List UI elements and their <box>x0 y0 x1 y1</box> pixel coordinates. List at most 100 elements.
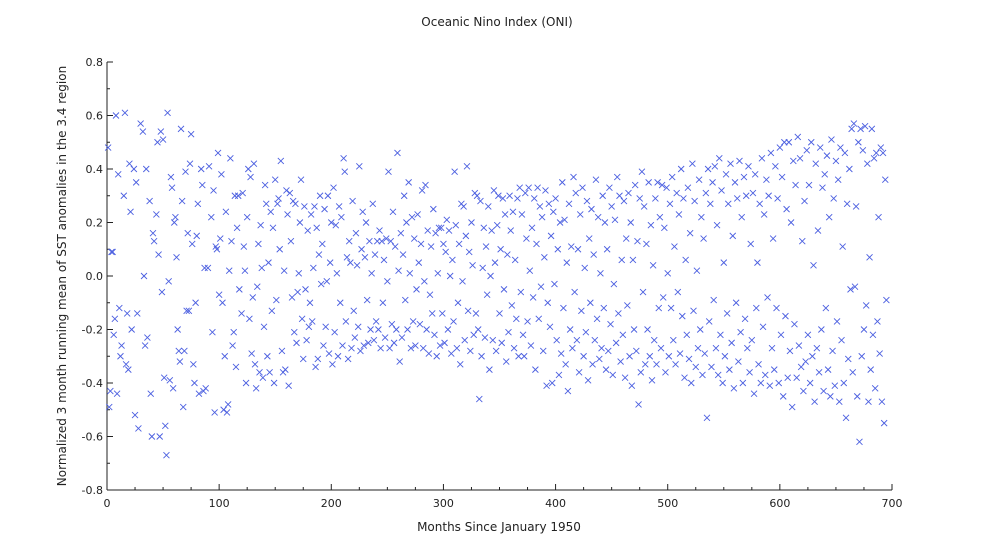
data-point <box>517 288 525 296</box>
data-point <box>570 173 577 181</box>
data-point <box>185 307 193 315</box>
data-point <box>449 256 456 264</box>
data-point <box>534 184 541 192</box>
data-point <box>680 195 687 202</box>
data-point <box>851 283 859 291</box>
data-point <box>786 347 794 355</box>
data-point <box>258 264 266 272</box>
data-point <box>758 154 766 162</box>
data-point <box>741 315 749 323</box>
data-point <box>140 272 148 280</box>
data-point <box>334 352 342 360</box>
data-point <box>240 243 248 250</box>
data-point <box>492 347 500 355</box>
data-point <box>667 304 675 312</box>
data-point <box>604 347 612 355</box>
data-point <box>127 208 134 216</box>
data-point <box>652 195 659 202</box>
data-point <box>521 189 529 197</box>
data-point <box>352 229 360 237</box>
data-point <box>211 409 218 416</box>
data-point <box>331 328 338 336</box>
data-point <box>267 208 275 216</box>
data-point <box>657 344 665 352</box>
data-point <box>516 184 524 192</box>
data-point <box>727 160 734 167</box>
data-point <box>626 352 633 360</box>
data-point <box>738 213 746 221</box>
data-point <box>176 358 184 365</box>
data-point <box>252 385 260 392</box>
data-point <box>779 393 787 400</box>
data-point <box>847 286 854 293</box>
data-point <box>447 350 455 357</box>
data-point <box>778 173 786 181</box>
data-point <box>702 189 710 197</box>
data-point <box>615 310 622 317</box>
data-point <box>280 267 288 274</box>
data-point <box>177 125 185 133</box>
data-point <box>371 251 379 258</box>
data-point <box>462 232 470 240</box>
data-point <box>712 344 720 352</box>
data-point <box>193 232 201 240</box>
data-point <box>718 187 725 194</box>
data-point <box>142 165 150 173</box>
data-point <box>501 211 509 218</box>
data-point <box>264 352 271 360</box>
data-point <box>419 344 427 352</box>
data-point <box>330 184 337 192</box>
data-point <box>683 331 691 339</box>
data-point <box>428 310 436 317</box>
data-point <box>867 366 875 373</box>
data-point <box>393 326 400 333</box>
data-point <box>694 344 702 352</box>
data-point <box>273 296 280 304</box>
data-point <box>353 261 361 269</box>
data-point <box>363 296 371 304</box>
data-point <box>579 184 586 192</box>
y-tick-label: -0.2 <box>82 324 103 337</box>
data-point <box>754 259 761 266</box>
data-point <box>424 227 432 234</box>
data-point <box>636 195 643 202</box>
data-point <box>588 205 595 213</box>
data-point <box>324 192 332 200</box>
data-point <box>158 288 166 296</box>
data-point <box>399 251 407 258</box>
data-point <box>606 184 613 192</box>
data-point <box>645 179 652 186</box>
data-point <box>450 318 457 325</box>
data-point <box>510 344 518 352</box>
data-point <box>160 374 168 381</box>
data-point <box>244 165 252 173</box>
data-point <box>692 363 700 371</box>
data-point <box>339 342 346 349</box>
data-point <box>169 385 177 392</box>
data-point <box>864 160 871 167</box>
data-point <box>236 286 243 293</box>
data-point <box>340 154 347 162</box>
data-point <box>627 219 635 226</box>
data-point <box>335 203 343 210</box>
data-point <box>350 307 358 315</box>
data-point <box>773 304 780 312</box>
data-point <box>701 350 709 357</box>
data-point <box>405 179 412 186</box>
data-point <box>384 278 391 285</box>
data-point <box>653 360 660 368</box>
data-point <box>477 197 484 205</box>
data-point <box>749 189 757 197</box>
data-point <box>249 294 257 301</box>
data-point <box>800 387 807 395</box>
data-point <box>338 213 345 221</box>
data-point <box>295 270 303 277</box>
data-point <box>344 355 352 363</box>
data-point <box>655 304 663 312</box>
data-point <box>578 307 585 315</box>
data-point <box>672 360 679 368</box>
data-point <box>744 344 751 352</box>
data-point <box>360 342 368 349</box>
data-point <box>502 358 510 365</box>
data-point <box>232 363 240 371</box>
